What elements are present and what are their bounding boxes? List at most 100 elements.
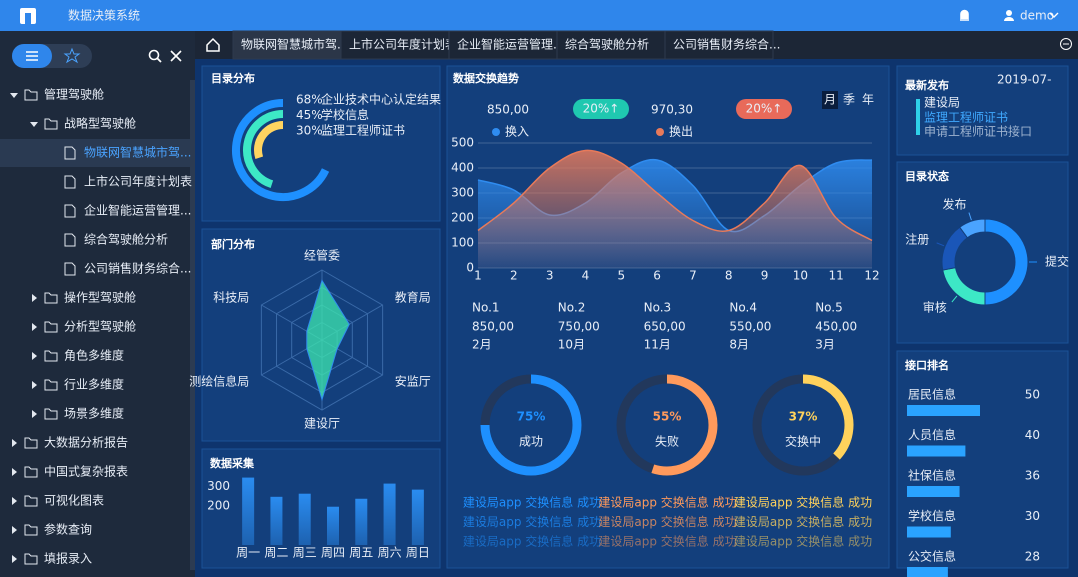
expand-arrow[interactable] — [32, 381, 37, 389]
expand-arrow[interactable] — [10, 93, 18, 98]
expand-arrow[interactable] — [32, 323, 37, 331]
y-tick-label: 500 — [451, 136, 474, 150]
logo-cut — [25, 13, 31, 24]
user-chevron[interactable] — [1049, 12, 1059, 18]
exchange-message: 建设局app 交换信息 成功 — [598, 514, 736, 529]
search-handle — [156, 57, 162, 63]
nav-item[interactable]: 公司销售财务综合... — [84, 261, 191, 276]
expand-arrow[interactable] — [32, 294, 37, 302]
folder-icon — [44, 118, 58, 130]
bell-icon[interactable] — [960, 9, 969, 21]
nav-item[interactable]: 中国式复杂报表 — [44, 464, 128, 479]
nav-item[interactable]: 物联网智慧城市驾... — [84, 145, 191, 160]
radar-label: 经管委 — [304, 248, 340, 263]
legend-value: 30% — [296, 124, 323, 138]
user-icon[interactable] — [1006, 10, 1012, 16]
nav-item[interactable]: 可视化图表 — [44, 493, 104, 508]
tab-menu[interactable] — [1060, 38, 1072, 50]
doc-icon — [64, 262, 76, 276]
nav-item[interactable]: 管理驾驶舱 — [44, 87, 104, 102]
rank-value: 450,00 — [815, 320, 857, 334]
hbar — [907, 405, 980, 416]
period-active — [822, 91, 838, 109]
x-tick-label: 4 — [582, 269, 590, 283]
nav-item[interactable]: 操作型驾驶舱 — [64, 290, 136, 305]
rank-month: 2月 — [472, 338, 492, 352]
tab[interactable] — [232, 30, 342, 60]
period-option[interactable]: 季 — [843, 93, 855, 107]
period-option[interactable]: 月 — [824, 93, 836, 107]
expand-arrow[interactable] — [32, 410, 37, 418]
expand-arrow[interactable] — [12, 526, 17, 534]
out-change: 20%↑ — [746, 102, 783, 116]
exchange-message: 建设局app 交换信息 成功 — [463, 514, 601, 529]
gauge-arc — [802, 374, 854, 460]
legend-label: 监理工程师证书 — [321, 123, 405, 138]
radar-label: 建设厅 — [304, 417, 340, 431]
search-icon[interactable] — [148, 49, 160, 61]
in-total: 850,00 — [487, 103, 529, 117]
list-icon — [26, 51, 38, 61]
expand-arrow[interactable] — [30, 122, 38, 127]
rank-month: 10月 — [558, 338, 585, 352]
rank-no: No.2 — [558, 301, 586, 315]
star-toggle[interactable] — [63, 47, 81, 64]
hbar-label: 公交信息 — [908, 549, 956, 564]
tab[interactable] — [664, 30, 774, 60]
nav-item[interactable]: 战略型驾驶舱 — [64, 116, 136, 131]
expand-arrow[interactable] — [12, 497, 17, 505]
out-badge — [736, 99, 792, 119]
nav-item[interactable]: 填报录入 — [44, 551, 92, 566]
nav-item[interactable]: 大数据分析报告 — [44, 435, 128, 450]
expand-arrow[interactable] — [32, 352, 37, 360]
gauge-arc — [651, 374, 718, 476]
tab-label[interactable]: 企业智能运营管理... — [457, 37, 564, 52]
bar — [270, 496, 283, 545]
doc-icon — [64, 146, 76, 160]
legend-label: 企业技术中心认定结果 — [321, 92, 441, 107]
nav-item[interactable]: 综合驾驶舱分析 — [84, 232, 168, 247]
nav-item[interactable]: 企业智能运营管理... — [84, 203, 191, 218]
x-tick-label: 6 — [653, 269, 661, 283]
exchange-message: 建设局app 交换信息 成功 — [598, 495, 736, 510]
hbar — [907, 526, 951, 538]
tab[interactable] — [556, 30, 666, 60]
panel-title: 目录状态 — [905, 169, 949, 183]
tab-label[interactable]: 上市公司年度计划表 — [349, 37, 457, 52]
nav-item[interactable]: 角色多维度 — [64, 348, 124, 363]
user-name[interactable]: demo — [1020, 9, 1054, 23]
x-tick-label: 周三 — [293, 546, 317, 560]
nav-item[interactable]: 参数查询 — [44, 522, 92, 537]
rank-month: 8月 — [729, 338, 749, 352]
nav-item[interactable]: 上市公司年度计划表 — [84, 174, 192, 189]
rank-month: 3月 — [815, 338, 835, 352]
tool-icon[interactable] — [170, 50, 182, 62]
hbar — [907, 567, 948, 577]
x-tick-label: 5 — [617, 269, 625, 283]
exchange-message: 建设局app 交换信息 成功 — [734, 534, 872, 549]
tab-label[interactable]: 公司销售财务综合... — [673, 37, 780, 52]
x-tick-label: 3 — [546, 269, 554, 283]
home-tab[interactable] — [206, 37, 220, 52]
x-tick-label: 10 — [793, 269, 808, 283]
expand-arrow[interactable] — [12, 439, 17, 447]
tab-label[interactable]: 综合驾驶舱分析 — [565, 37, 649, 52]
nav-item[interactable]: 分析型驾驶舱 — [64, 319, 136, 334]
sidebar-scrollbar[interactable] — [190, 80, 195, 570]
tab[interactable] — [340, 30, 450, 60]
nav-item[interactable]: 行业多维度 — [64, 377, 124, 392]
tab-label[interactable]: 物联网智慧城市驾... — [241, 37, 348, 52]
in-badge — [573, 99, 629, 119]
expand-arrow[interactable] — [12, 555, 17, 563]
y-tick-label: 400 — [451, 161, 474, 175]
news-headline[interactable]: 监理工程师证书 — [924, 110, 1008, 125]
donut-label: 提交 — [1045, 254, 1069, 269]
leader-line — [968, 212, 972, 221]
period-option[interactable]: 年 — [862, 93, 874, 107]
nav-item[interactable]: 场景多维度 — [64, 406, 124, 421]
expand-arrow[interactable] — [12, 468, 17, 476]
tab[interactable] — [448, 30, 558, 60]
donut-slice — [959, 218, 986, 239]
